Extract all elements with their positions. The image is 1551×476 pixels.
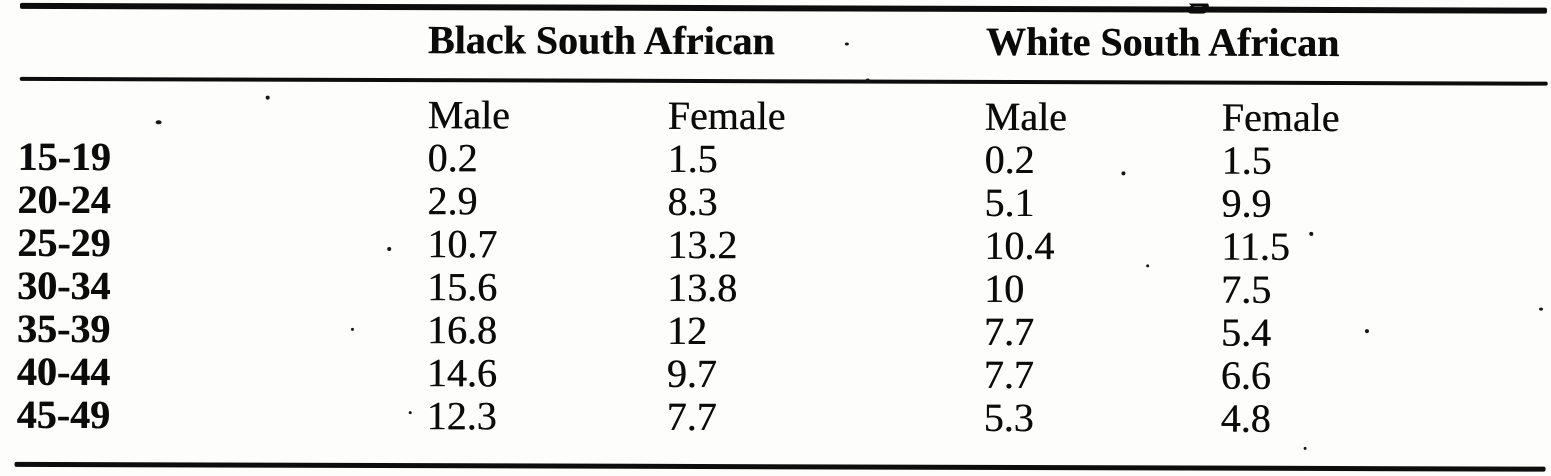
cell-value: 7.7 [666, 393, 717, 440]
scan-speck [844, 42, 849, 46]
cell-value: 12.3 [426, 393, 497, 439]
scan-speck [1303, 446, 1307, 450]
age-group-label: 45-49 [16, 391, 111, 438]
cell-value: 8.3 [667, 178, 718, 225]
cell-value: 7.7 [983, 351, 1034, 398]
age-group-label: 25-29 [17, 219, 111, 266]
cell-value: 2.9 [427, 178, 478, 224]
header-divider-rule [19, 76, 1548, 86]
cell-value: 11.5 [1221, 223, 1290, 269]
data-table: Male Female Male Female 15-19 0.2 1.5 0.… [17, 92, 1541, 441]
scan-speck [1364, 329, 1369, 334]
cell-value: 9.9 [1221, 180, 1272, 226]
column-header-white-female: Female [1221, 94, 1340, 141]
cell-value: 13.8 [667, 264, 738, 311]
cell-value: 7.7 [983, 308, 1035, 355]
cell-value: 5.4 [1220, 309, 1272, 355]
cell-value: 5.3 [983, 394, 1034, 441]
age-group-label: 20-24 [17, 176, 111, 223]
column-header-white-male: Male [984, 93, 1067, 140]
cell-value: 6.6 [1220, 352, 1271, 398]
bottom-rule [14, 461, 1546, 472]
scan-speck [1309, 231, 1314, 236]
cell-value: 13.2 [667, 221, 738, 268]
cell-value: 14.6 [426, 350, 497, 396]
top-rule [19, 2, 1547, 14]
scan-speck [44, 324, 49, 330]
age-group-label: 15-19 [17, 133, 111, 180]
scan-speck [387, 247, 392, 252]
cell-value: 1.5 [667, 135, 718, 182]
scan-speck [1121, 171, 1126, 176]
cell-value: 1.5 [1221, 137, 1272, 183]
cell-value: 15.6 [427, 264, 498, 310]
cell-value: 9.7 [666, 350, 717, 397]
scan-speck [350, 327, 354, 331]
cell-value: 5.1 [984, 179, 1035, 226]
scan-speck [1539, 307, 1544, 311]
cell-value: 10.7 [427, 221, 498, 267]
age-group-label: 40-44 [16, 348, 111, 395]
cell-value: 0.2 [427, 135, 478, 181]
cell-value: 10.4 [984, 222, 1055, 269]
scan-speck [1146, 264, 1150, 268]
cell-value: 10 [984, 265, 1025, 312]
scan-speck [265, 95, 270, 100]
column-header-black-male: Male [427, 92, 510, 138]
column-header-black-female: Female [667, 92, 786, 139]
cell-value: 7.5 [1221, 266, 1272, 312]
empty-header-cell [18, 92, 428, 136]
cell-value: 0.2 [984, 136, 1035, 183]
scan-speck [155, 120, 162, 125]
group-header-white-south-african: White South African [985, 18, 1340, 66]
cell-value: 12 [666, 307, 708, 354]
cell-value: 16.8 [426, 307, 498, 353]
group-header-black-south-african: Black South African [427, 17, 775, 64]
scan-speck [865, 78, 870, 83]
age-group-label: 35-39 [16, 305, 111, 352]
age-group-label: 30-34 [17, 262, 111, 309]
cell-value: 4.8 [1220, 395, 1271, 441]
scan-speck [408, 411, 412, 415]
